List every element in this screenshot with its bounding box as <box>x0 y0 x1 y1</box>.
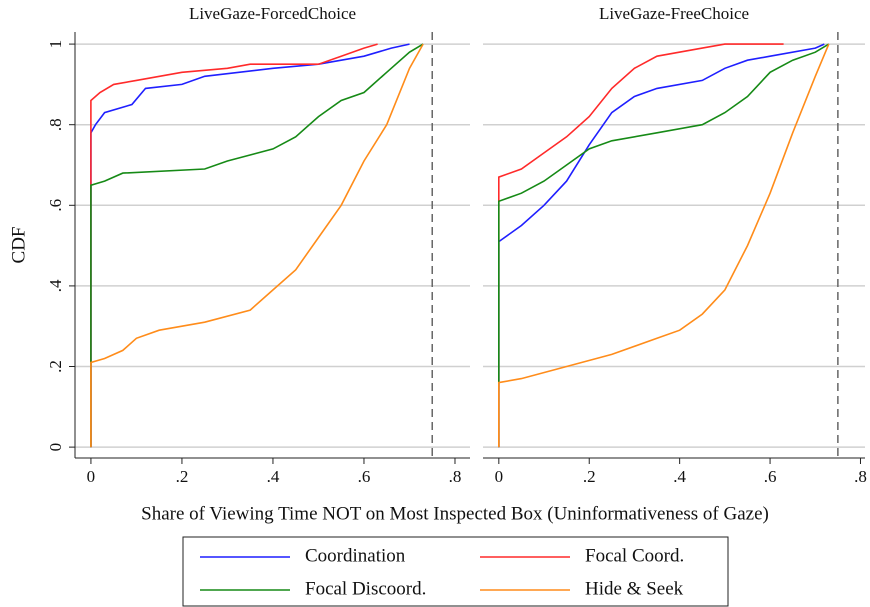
y-axis-label: CDF <box>8 227 29 264</box>
legend-label: Focal Coord. <box>585 545 684 566</box>
y-tick-label: 1 <box>46 40 65 49</box>
x-axis-label: Share of Viewing Time NOT on Most Inspec… <box>141 503 769 524</box>
cdf-line <box>90 43 378 448</box>
panel-title: LiveGaze-FreeChoice <box>599 4 749 23</box>
cdf-line <box>90 43 410 448</box>
y-tick-label: 0 <box>46 443 65 452</box>
x-tick-label: 0 <box>495 467 504 486</box>
x-tick-label: .4 <box>673 467 686 486</box>
y-tick-label: .8 <box>46 118 65 131</box>
legend-label: Hide & Seek <box>585 578 684 599</box>
cdf-line <box>497 43 830 448</box>
legend-box <box>182 536 729 607</box>
panel-title: LiveGaze-ForcedChoice <box>189 4 356 23</box>
x-tick-label: .6 <box>764 467 777 486</box>
x-tick-label: 0 <box>87 467 96 486</box>
cdf-line <box>497 43 825 448</box>
x-tick-label: .4 <box>267 467 280 486</box>
x-tick-label: .2 <box>176 467 189 486</box>
cdf-line <box>497 43 830 448</box>
y-tick-label: .6 <box>46 199 65 212</box>
x-tick-label: .6 <box>358 467 371 486</box>
cdf-line <box>90 43 424 448</box>
legend-label: Focal Discoord. <box>305 578 426 599</box>
y-tick-label: .4 <box>46 279 65 292</box>
x-tick-label: .8 <box>854 467 867 486</box>
y-tick-label: .2 <box>46 360 65 373</box>
legend-label: Coordination <box>305 545 406 566</box>
cdf-line <box>90 43 424 448</box>
cdf-line <box>497 43 784 448</box>
x-tick-label: .8 <box>449 467 462 486</box>
x-tick-label: .2 <box>583 467 596 486</box>
